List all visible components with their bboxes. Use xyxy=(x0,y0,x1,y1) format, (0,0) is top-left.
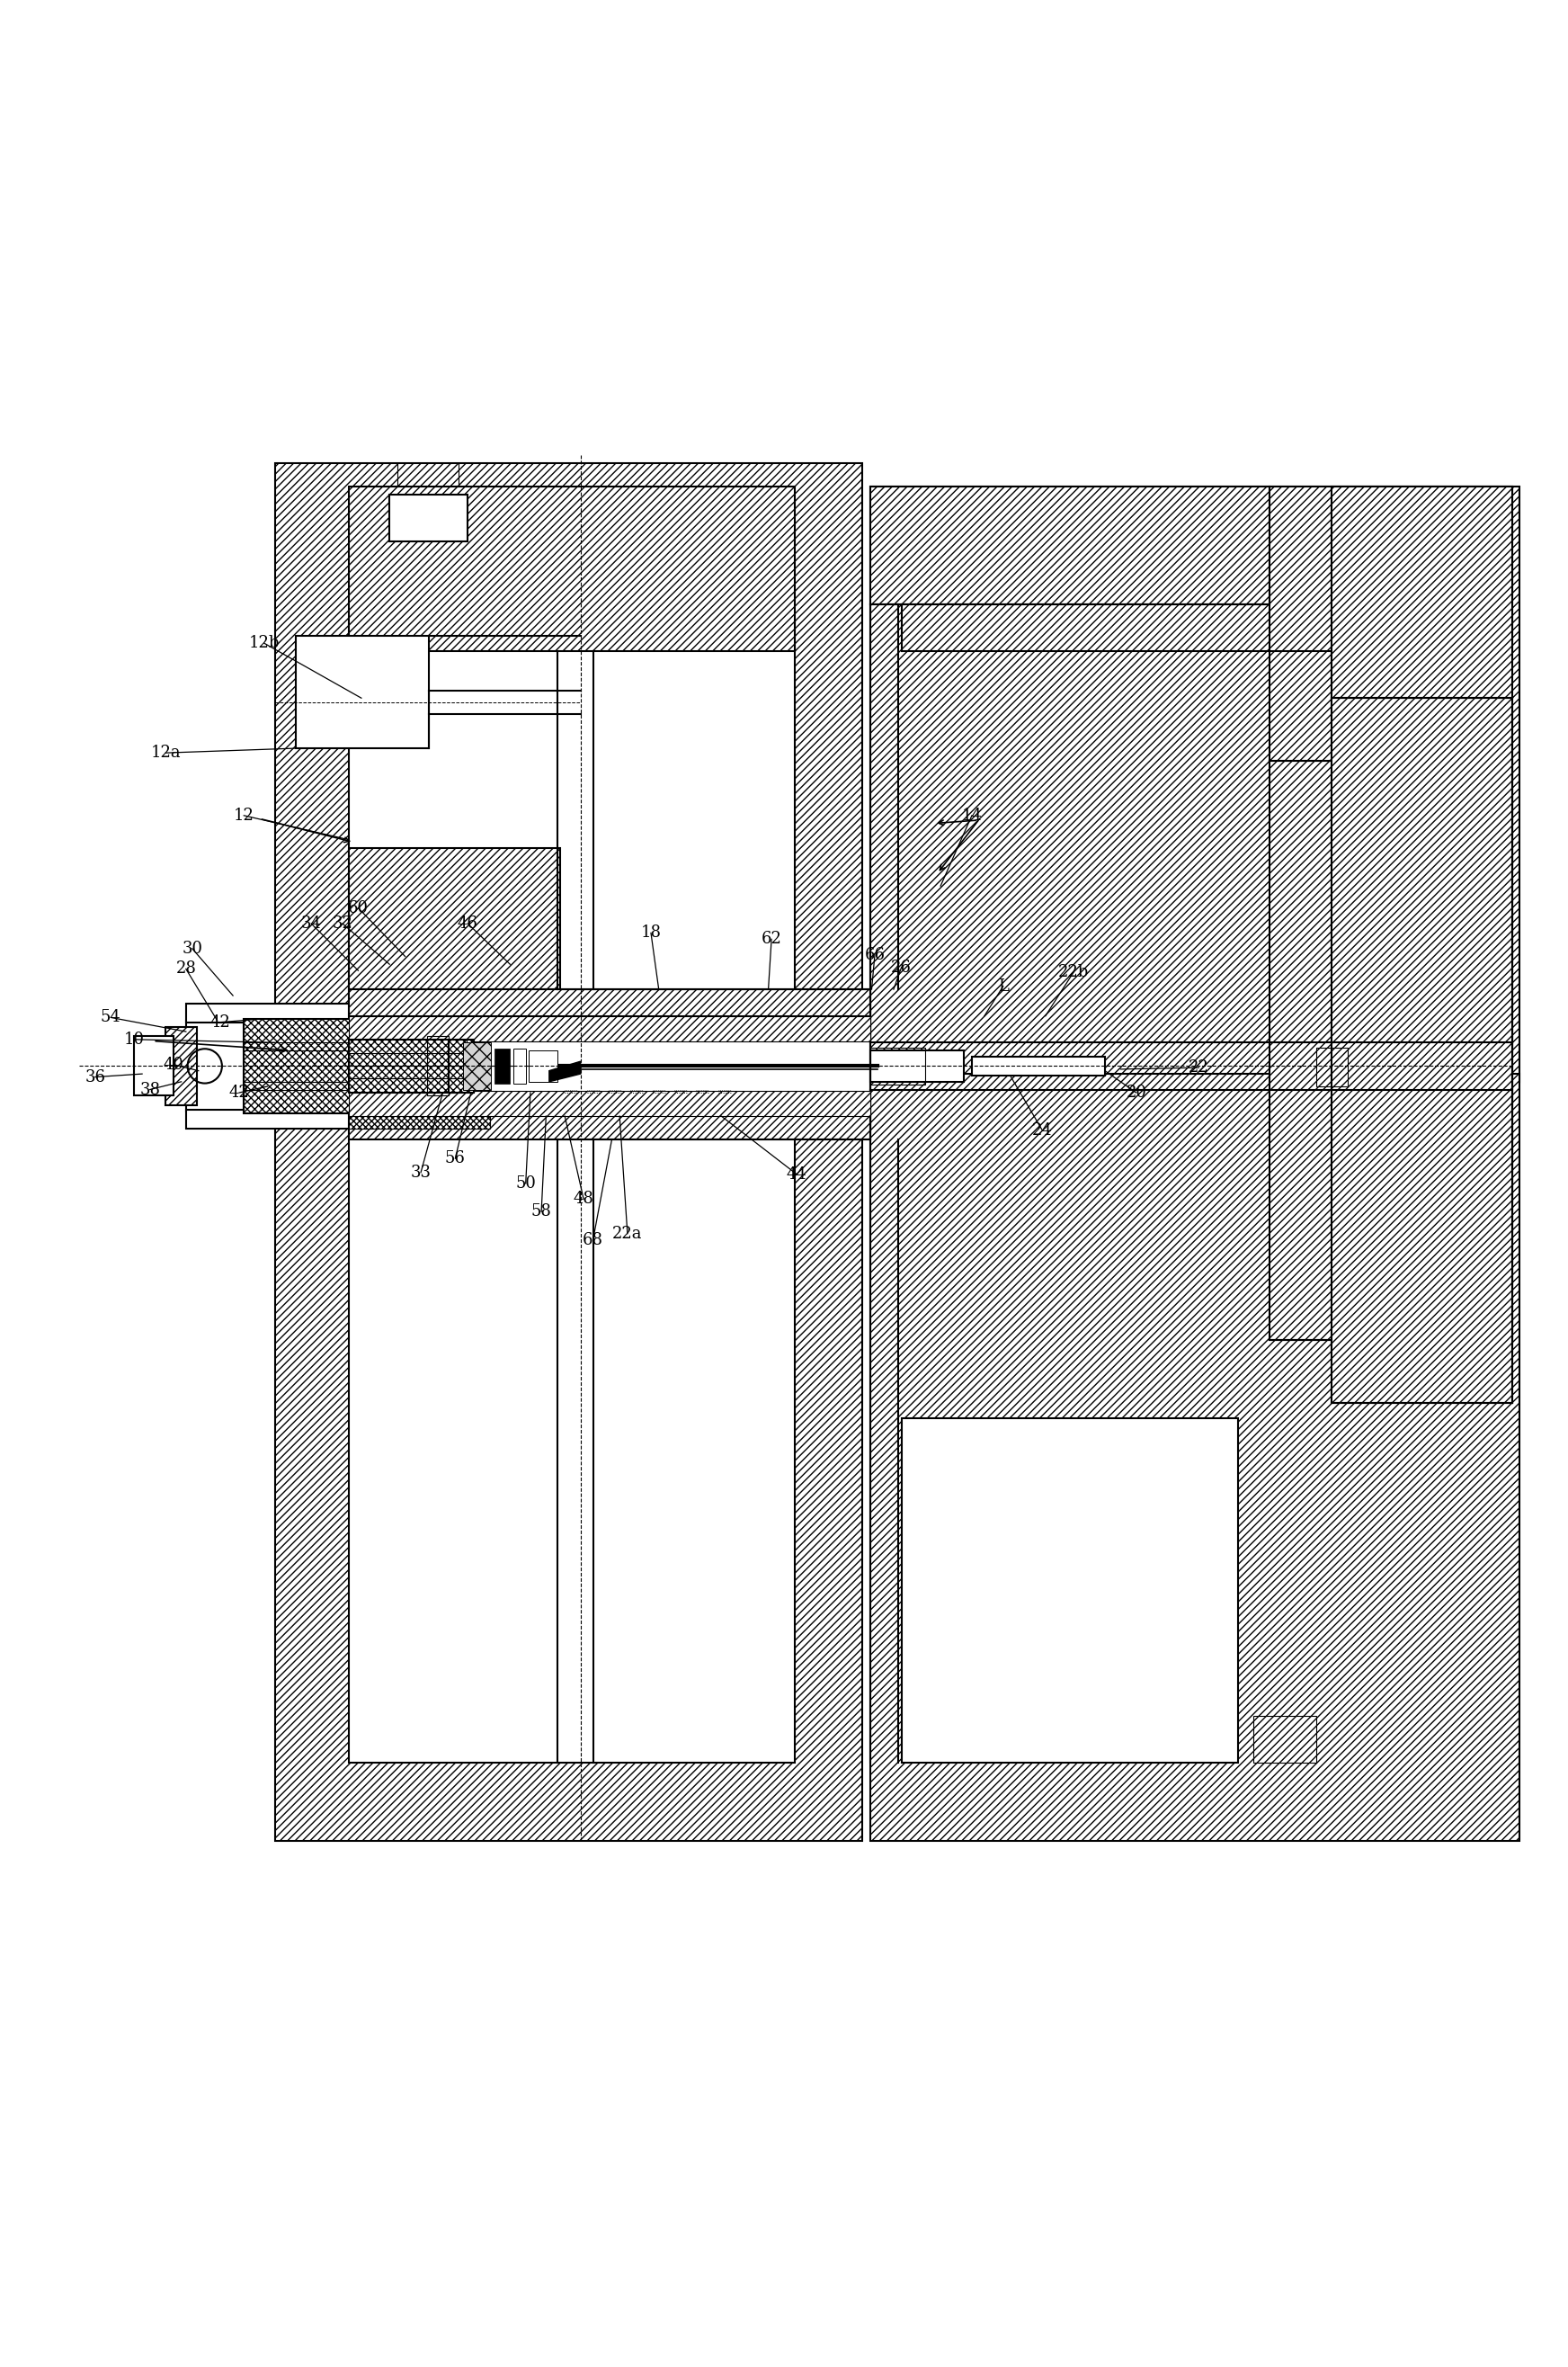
Bar xyxy=(1316,1046,1347,1086)
Bar xyxy=(348,1112,870,1139)
Text: 42: 42 xyxy=(210,1013,230,1030)
Text: 48: 48 xyxy=(574,1191,594,1207)
Bar xyxy=(348,847,560,989)
Bar xyxy=(348,1110,489,1129)
Bar xyxy=(870,1051,964,1082)
Text: 50: 50 xyxy=(516,1176,536,1191)
Polygon shape xyxy=(549,1060,580,1082)
Text: 12a: 12a xyxy=(151,746,180,760)
Bar xyxy=(426,1037,448,1096)
Text: 40: 40 xyxy=(163,1056,183,1072)
Bar xyxy=(494,1049,510,1084)
Bar xyxy=(1331,698,1512,1404)
Bar xyxy=(463,1041,491,1089)
Text: 34: 34 xyxy=(301,916,321,933)
Bar xyxy=(187,1110,354,1129)
Text: 12: 12 xyxy=(234,807,254,824)
Bar xyxy=(870,1046,925,1084)
Text: 56: 56 xyxy=(445,1150,466,1167)
Bar xyxy=(187,1020,354,1112)
Text: 54: 54 xyxy=(100,1008,121,1025)
Bar xyxy=(348,1015,870,1041)
Bar xyxy=(295,634,428,748)
Bar xyxy=(166,1027,198,1105)
Text: 62: 62 xyxy=(760,930,782,947)
Bar xyxy=(348,488,795,651)
Bar xyxy=(135,1037,174,1096)
Text: 33: 33 xyxy=(411,1165,431,1181)
Text: 28: 28 xyxy=(176,961,196,978)
Bar xyxy=(276,464,862,1842)
Bar xyxy=(870,488,1519,1082)
Text: 22: 22 xyxy=(1189,1060,1209,1075)
Bar xyxy=(348,1091,870,1117)
Bar xyxy=(389,495,467,542)
Text: 20: 20 xyxy=(1126,1084,1146,1101)
Text: 12b: 12b xyxy=(249,634,279,651)
Text: 14: 14 xyxy=(961,807,982,824)
Text: 46: 46 xyxy=(458,916,478,933)
Bar xyxy=(513,1049,525,1084)
Bar xyxy=(1331,488,1512,698)
Text: 18: 18 xyxy=(641,925,662,942)
Text: 32: 32 xyxy=(332,916,353,933)
Text: 22b: 22b xyxy=(1058,963,1090,980)
Text: 66: 66 xyxy=(864,947,886,963)
Bar xyxy=(1270,488,1512,651)
Bar xyxy=(1254,1716,1316,1763)
Text: 38: 38 xyxy=(140,1082,160,1098)
Bar xyxy=(447,1039,466,1094)
Text: 60: 60 xyxy=(348,899,368,916)
Text: L: L xyxy=(997,978,1008,994)
Bar xyxy=(348,620,795,1763)
Text: 58: 58 xyxy=(532,1202,552,1219)
Bar xyxy=(870,1075,1519,1842)
Text: 24: 24 xyxy=(1032,1122,1052,1139)
Bar xyxy=(972,1056,1105,1075)
Text: 10: 10 xyxy=(124,1032,144,1049)
Bar xyxy=(187,1004,354,1023)
Bar xyxy=(348,1004,870,1129)
Bar xyxy=(870,488,1270,604)
Bar xyxy=(245,1020,350,1112)
Bar xyxy=(1270,760,1512,1340)
Text: 22a: 22a xyxy=(613,1226,643,1243)
Text: 36: 36 xyxy=(85,1070,105,1084)
Text: 30: 30 xyxy=(182,940,202,956)
Bar xyxy=(348,989,870,1015)
Text: 44: 44 xyxy=(786,1167,808,1181)
Bar xyxy=(528,1051,557,1082)
Text: 68: 68 xyxy=(583,1231,604,1247)
Text: 26: 26 xyxy=(891,959,911,975)
Bar xyxy=(902,1418,1239,1763)
Bar xyxy=(348,1039,474,1094)
Text: 42: 42 xyxy=(229,1084,249,1101)
